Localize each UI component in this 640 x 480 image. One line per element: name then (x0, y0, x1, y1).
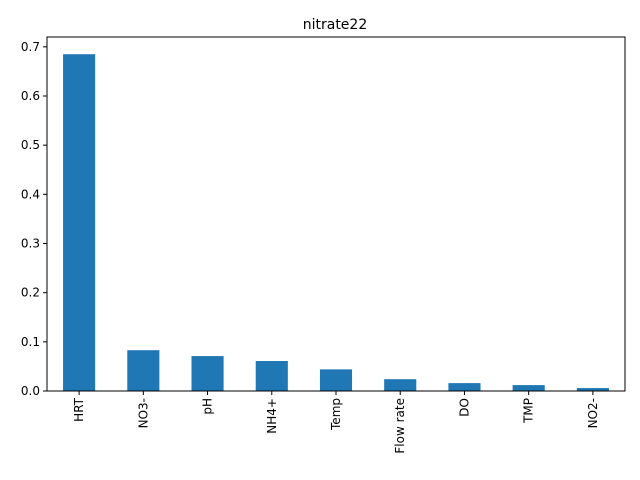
y-tick-label-7: 0.7 (21, 40, 40, 54)
y-tick-label-2: 0.2 (21, 286, 40, 300)
bars-group (63, 54, 609, 391)
x-tick-label-1: NO3- (136, 398, 150, 428)
bar-5 (384, 379, 417, 391)
bar-4 (319, 369, 353, 391)
bar-3 (255, 361, 288, 391)
x-axis: HRT NO3- pH NH4+ Temp Flow rate DO TMP NO2- (72, 391, 600, 454)
bar-1 (127, 350, 160, 391)
y-tick-label-5: 0.5 (21, 138, 40, 152)
x-tick-label-8: NO2- (586, 398, 600, 428)
bar-7 (512, 385, 545, 391)
y-tick-label-1: 0.1 (21, 335, 40, 349)
plot-frame (46, 36, 626, 392)
x-tick-label-6: DO (457, 398, 471, 417)
x-tick-label-2: pH (201, 398, 215, 415)
chart-title: nitrate22 (303, 17, 368, 33)
bar-2 (191, 356, 224, 391)
y-axis: 0.0 0.1 0.2 0.3 0.4 0.5 0.6 0.7 (21, 40, 47, 398)
x-tick-label-5: Flow rate (393, 398, 407, 454)
bar-0 (63, 54, 96, 391)
y-tick-label-0: 0.0 (21, 384, 40, 398)
x-tick-label-4: Temp (329, 398, 343, 431)
x-tick-label-0: HRT (72, 397, 86, 421)
y-tick-label-6: 0.6 (21, 89, 40, 103)
y-tick-label-3: 0.3 (21, 237, 40, 251)
bar-8 (576, 388, 609, 391)
x-tick-label-3: NH4+ (265, 398, 279, 434)
y-tick-label-4: 0.4 (21, 187, 40, 201)
bar-6 (448, 383, 481, 391)
x-tick-label-7: TMP (522, 398, 536, 424)
